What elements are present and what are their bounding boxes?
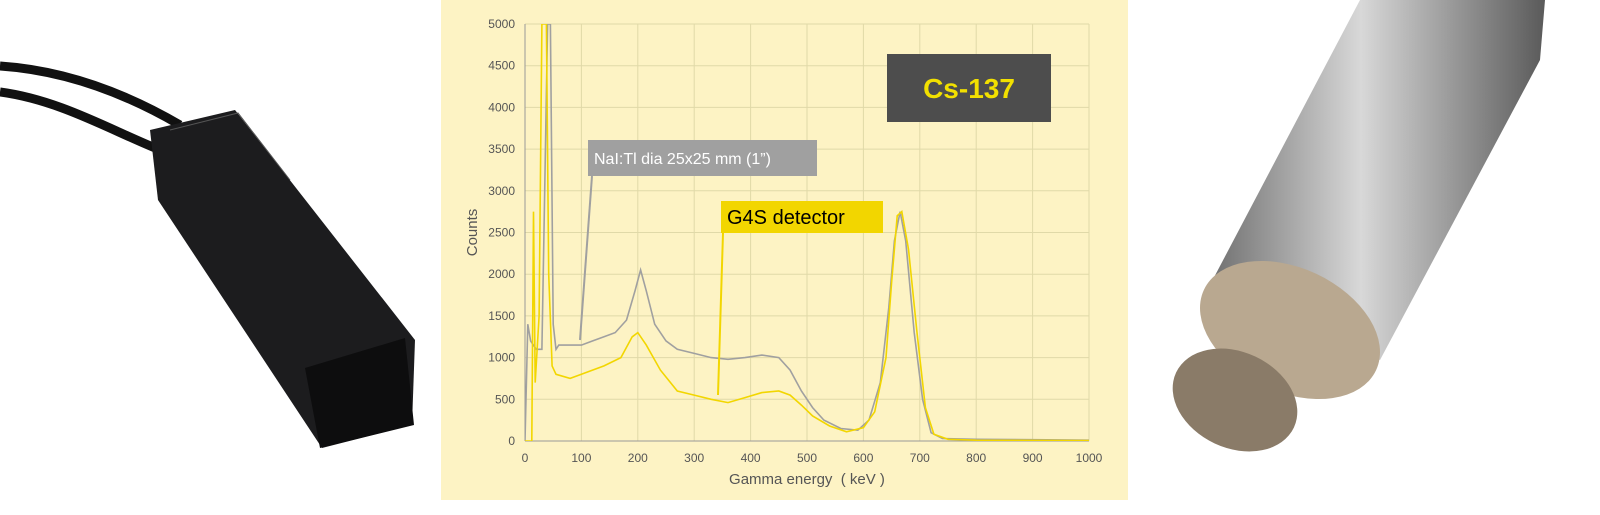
box-end bbox=[305, 338, 414, 448]
x-tick-label: 700 bbox=[910, 451, 930, 465]
x-tick-label: 1000 bbox=[1076, 451, 1103, 465]
legend-box bbox=[588, 140, 817, 176]
cylinder-end bbox=[1172, 348, 1298, 452]
plot bbox=[525, 24, 1089, 441]
x-tick-label: 900 bbox=[1023, 451, 1043, 465]
series-line bbox=[525, 24, 1089, 441]
annotation: Cs-137 bbox=[923, 73, 1015, 104]
callout-leader bbox=[717, 232, 724, 396]
series-line bbox=[525, 24, 1089, 441]
y-tick-label: 2500 bbox=[488, 226, 515, 240]
y-tick-label: 3000 bbox=[488, 184, 515, 198]
x-tick-label: 800 bbox=[966, 451, 986, 465]
detector-photo-left bbox=[0, 61, 415, 448]
x-tick-label: 400 bbox=[741, 451, 761, 465]
x-tick-label: 300 bbox=[684, 451, 704, 465]
box-decoration bbox=[169, 112, 291, 181]
legend-label: NaI:Tl dia 25x25 mm (1”) bbox=[594, 151, 771, 168]
y-tick-label: 4000 bbox=[488, 100, 515, 114]
labels: 0500100015002000250030003500400045005000… bbox=[464, 17, 1103, 488]
y-tick-label: 0 bbox=[508, 434, 515, 448]
y-tick-label: 1000 bbox=[488, 351, 515, 365]
cable bbox=[0, 61, 183, 129]
y-tick-label: 2000 bbox=[488, 267, 515, 281]
y-axis-label: Counts bbox=[464, 209, 481, 257]
legend-box bbox=[721, 201, 883, 233]
x-tick-label: 0 bbox=[522, 451, 529, 465]
x-tick-label: 600 bbox=[853, 451, 873, 465]
y-tick-label: 500 bbox=[495, 392, 515, 406]
x-tick-label: 100 bbox=[571, 451, 591, 465]
y-tick-label: 3500 bbox=[488, 142, 515, 156]
annotation-box bbox=[887, 54, 1051, 122]
y-tick-label: 4500 bbox=[488, 59, 515, 73]
x-tick-label: 200 bbox=[628, 451, 648, 465]
cable bbox=[0, 87, 162, 155]
callout-leader bbox=[579, 175, 593, 341]
legend-label: G4S detector bbox=[727, 207, 845, 229]
detector-photo-right bbox=[1172, 0, 1545, 452]
x-tick-label: 500 bbox=[797, 451, 817, 465]
x-axis-label: Gamma energy ( keV ) bbox=[729, 471, 885, 488]
y-tick-label: 1500 bbox=[488, 309, 515, 323]
y-tick-label: 5000 bbox=[488, 17, 515, 31]
